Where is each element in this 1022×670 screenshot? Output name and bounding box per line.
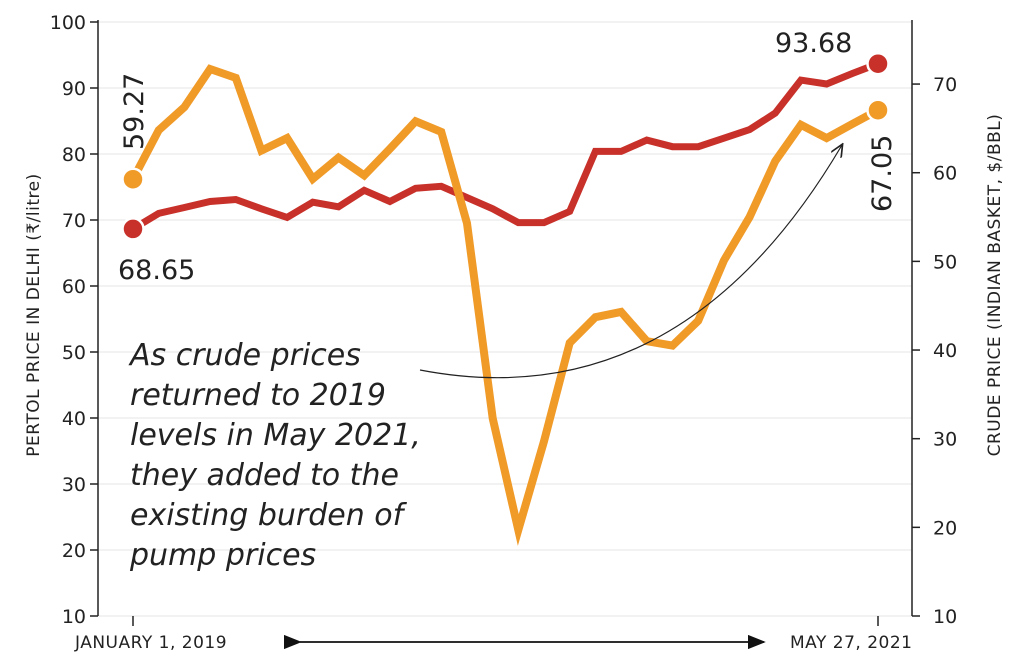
crude-price-line [129,64,880,546]
annotation-line-2: returned to 2019 [130,378,386,413]
crude-end-value: 67.05 [867,135,898,212]
annotation-line-5: existing burden of [130,498,408,533]
gridlines [98,21,912,617]
left-tick-label: 80 [62,144,86,166]
annotation-text: As crude prices returned to 2019 levels … [128,338,421,573]
right-axis-ticks: 10 20 30 40 50 60 70 [912,74,957,628]
petrol-start-value: 68.65 [118,255,195,286]
annotation-arrow [419,145,842,379]
right-tick-label: 20 [933,517,957,539]
crude-start-value: 59.27 [119,73,150,150]
right-tick-label: 70 [933,74,957,96]
right-tick-label: 30 [933,429,957,451]
right-tick-label: 50 [933,251,957,273]
left-axis-label: PERTOL PRICE IN DELHI (₹/litre) [24,173,44,456]
left-tick-label: 50 [62,342,86,364]
left-tick-label: 90 [62,78,86,100]
left-tick-label: 70 [62,210,86,232]
left-axis-ticks: 10 20 30 40 50 60 70 80 90 100 [50,12,98,628]
annotation-line-1: As crude prices [128,338,361,373]
left-tick-label: 20 [62,540,86,562]
petrol-price-line [131,60,880,232]
right-tick-label: 40 [933,340,957,362]
left-tick-label: 100 [50,12,86,34]
right-axis-label: CRUDE PRICE (INDIAN BASKET, $/BBL) [985,114,1005,457]
right-tick-label: 60 [933,163,957,185]
series-group [121,51,890,546]
x-start-label: JANUARY 1, 2019 [74,633,227,653]
left-tick-label: 30 [62,474,86,496]
right-tick-label: 10 [933,606,957,628]
annotation-line-6: pump prices [129,538,316,573]
annotation-line-4: they added to the [130,458,399,493]
left-tick-label: 60 [62,276,86,298]
petrol-end-marker [866,51,890,76]
left-tick-label: 10 [62,606,86,628]
crude-end-marker [866,98,890,122]
petrol-start-marker [121,217,145,241]
x-end-label: MAY 27, 2021 [790,633,912,653]
annotation-line-3: levels in May 2021, [130,418,421,453]
crude-start-marker [121,167,145,191]
left-tick-label: 40 [62,408,86,430]
petrol-end-value: 93.68 [775,28,852,59]
